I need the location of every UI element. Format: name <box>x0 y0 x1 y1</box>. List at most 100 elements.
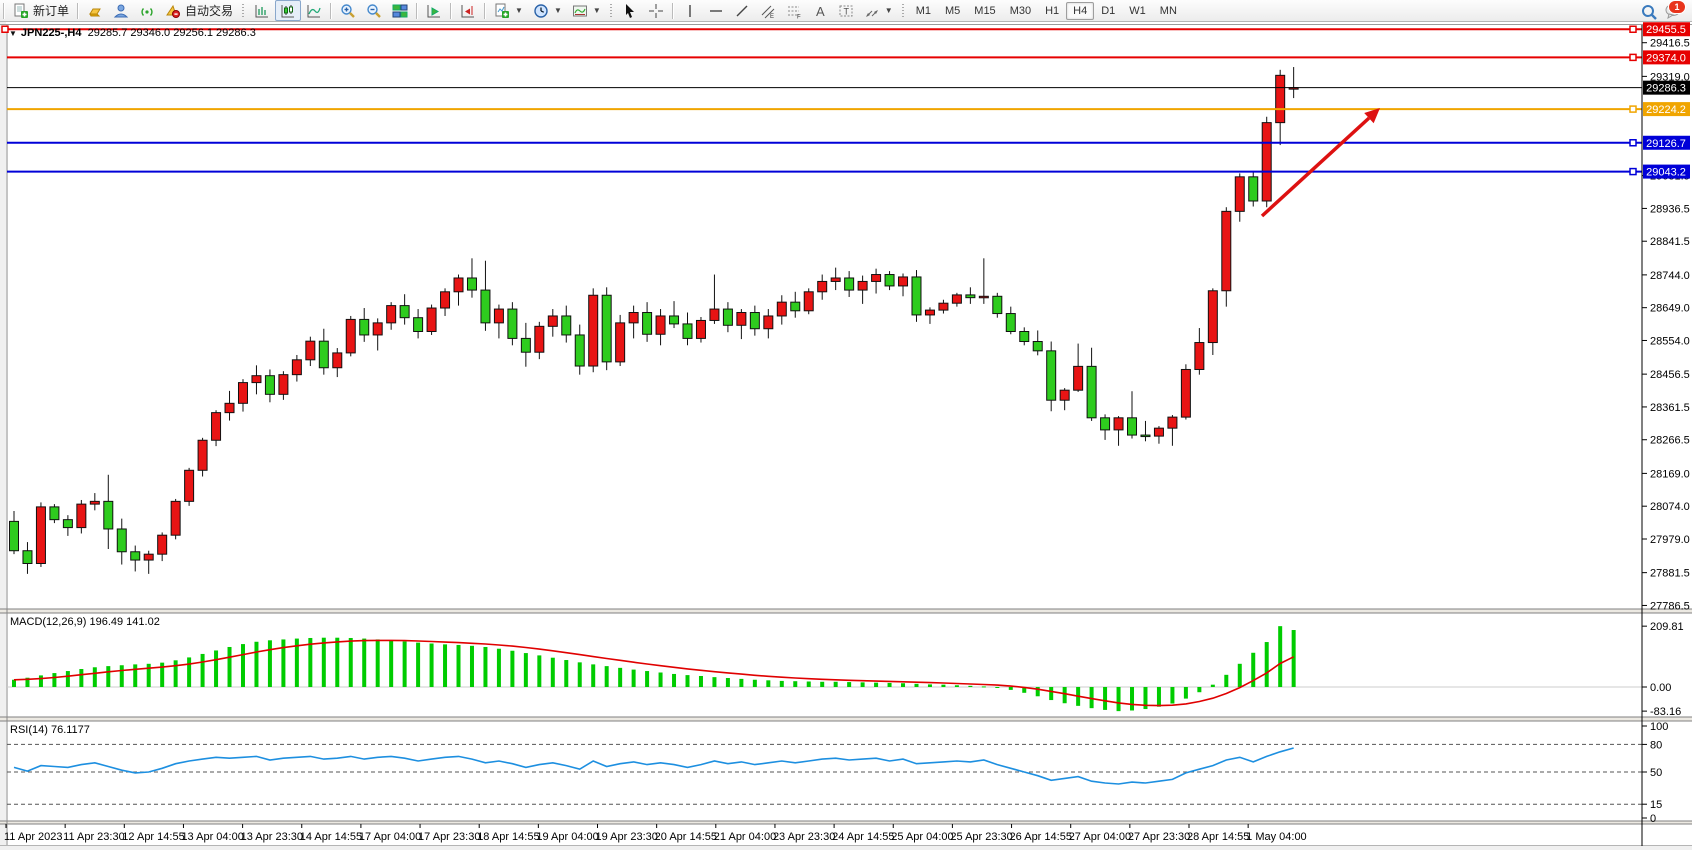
hline-handle[interactable] <box>1629 53 1637 62</box>
tile-windows-button[interactable] <box>387 0 413 21</box>
timeframe-MN[interactable]: MN <box>1159 4 1177 17</box>
chat-button[interactable]: 1 <box>1664 0 1686 19</box>
time-label: 17 Apr 04:00 <box>359 831 421 843</box>
macd-bar <box>92 667 97 687</box>
pane-separator[interactable] <box>0 717 1692 721</box>
chart-symbol: JPN225-,H4 <box>20 27 82 39</box>
toolbar-grip[interactable] <box>241 2 247 19</box>
vertical-line-button[interactable] <box>677 0 703 21</box>
price-tick-label: 28361.5 <box>1650 402 1690 414</box>
hline-handle[interactable] <box>1629 25 1637 33</box>
macd-bar <box>968 685 973 687</box>
trend-arrow[interactable] <box>1260 116 1371 218</box>
time-label: 17 Apr 23:30 <box>418 831 480 843</box>
timeframe-M15[interactable]: M15 <box>974 4 996 17</box>
signal-button[interactable] <box>134 0 160 21</box>
candle-body <box>1153 427 1164 437</box>
price-tick-label: 28456.5 <box>1650 369 1690 381</box>
price-tick-label: 27786.5 <box>1650 600 1690 612</box>
price-axis[interactable]: 29416.529319.029031.528936.528841.528744… <box>1642 22 1690 825</box>
timeframe-W1[interactable]: W1 <box>1129 4 1146 17</box>
macd-bar <box>1224 674 1229 687</box>
candle-body <box>1032 341 1043 352</box>
notification-badge: 1 <box>1668 0 1686 14</box>
timeframe-M5[interactable]: M5 <box>945 4 961 17</box>
separator <box>416 2 419 19</box>
fibonacci-button[interactable]: F <box>781 0 807 21</box>
auto-scroll-button[interactable] <box>421 0 447 21</box>
timeframe-H1[interactable]: H1 <box>1045 4 1060 17</box>
candle-body <box>1140 434 1151 438</box>
cursor-icon <box>622 3 638 19</box>
period-icon <box>533 3 549 19</box>
search-icon[interactable] <box>1640 3 1657 20</box>
timeframe-M1[interactable]: M1 <box>915 4 931 17</box>
macd-bar <box>321 637 326 687</box>
new-order-icon <box>13 3 29 19</box>
macd-bar <box>1264 642 1269 687</box>
candle-body <box>426 307 437 332</box>
candle-body <box>803 291 814 312</box>
time-label: 19 Apr 04:00 <box>536 831 598 843</box>
toolbar-grip[interactable] <box>900 2 906 19</box>
template-button[interactable]: ▼ <box>567 0 606 21</box>
cursor-button[interactable] <box>617 0 643 21</box>
candle-body <box>857 280 868 291</box>
candle-body <box>1046 350 1057 401</box>
macd-bar <box>308 637 313 687</box>
macd-bar <box>941 684 946 687</box>
hline-handle[interactable] <box>1629 139 1637 147</box>
autotrading-button[interactable]: 自动交易 <box>160 0 238 21</box>
price-badge-label: 29374.0 <box>1646 52 1686 64</box>
rsi-indicator-label: RSI(14) 76.1177 <box>10 724 90 736</box>
candle-chart-button[interactable] <box>275 0 302 21</box>
trendline-button[interactable] <box>729 0 755 21</box>
chart-canvas[interactable]: 29416.529319.029031.528936.528841.528744… <box>0 22 1692 850</box>
chart-title: ▼ JPN225-,H4 29285.7 29346.0 29256.1 2928… <box>9 27 256 39</box>
line-chart-button[interactable] <box>301 0 327 21</box>
candle-body <box>992 295 1003 315</box>
candle-body <box>1086 365 1097 419</box>
svg-text:T: T <box>843 6 849 16</box>
crosshair-button[interactable] <box>643 0 669 21</box>
new-order-button[interactable]: 新订单 <box>8 0 74 21</box>
timeframe-D1[interactable]: D1 <box>1101 4 1116 17</box>
candle-body <box>1100 417 1111 431</box>
chart-shift-button[interactable] <box>455 0 481 21</box>
horizontal-line-button[interactable] <box>703 0 729 21</box>
toolbar-grip[interactable] <box>608 2 614 19</box>
label-button[interactable]: T <box>833 0 859 21</box>
zoom-out-button[interactable] <box>361 0 387 21</box>
pane-separator[interactable] <box>0 609 1692 613</box>
gold-button[interactable] <box>82 0 108 21</box>
pane-separator[interactable] <box>0 821 1692 824</box>
candle-body <box>359 318 370 336</box>
macd-bar <box>200 653 205 687</box>
channel-button[interactable]: E <box>755 0 781 21</box>
macd-bar <box>779 680 784 687</box>
price-badge-label: 29126.7 <box>1646 138 1686 150</box>
candle-body <box>978 295 989 299</box>
hline-handle[interactable] <box>1629 105 1637 113</box>
price-badge <box>1643 50 1690 65</box>
hline-handle[interactable] <box>1629 167 1637 176</box>
candle-body <box>628 312 639 324</box>
chevron-down-icon: ▼ <box>9 29 17 38</box>
label-icon: T <box>838 3 854 19</box>
arrows-button[interactable]: ▼ <box>859 0 898 21</box>
candle-body <box>184 469 195 502</box>
arrows-icon <box>864 3 880 19</box>
profile-button[interactable] <box>108 0 134 21</box>
zoom-in-button[interactable] <box>335 0 361 21</box>
timeframe-H4[interactable]: H4 <box>1066 1 1095 20</box>
period-button[interactable]: ▼ <box>528 0 567 21</box>
timeframe-M30[interactable]: M30 <box>1009 4 1032 17</box>
bar-chart-button[interactable] <box>249 0 275 21</box>
text-button[interactable]: A <box>807 0 833 21</box>
macd-bar <box>254 641 259 687</box>
macd-bar <box>362 638 367 687</box>
new-chart-button[interactable]: ▼ <box>489 0 528 21</box>
macd-bar <box>981 686 986 688</box>
hline-handle[interactable] <box>1 25 9 33</box>
